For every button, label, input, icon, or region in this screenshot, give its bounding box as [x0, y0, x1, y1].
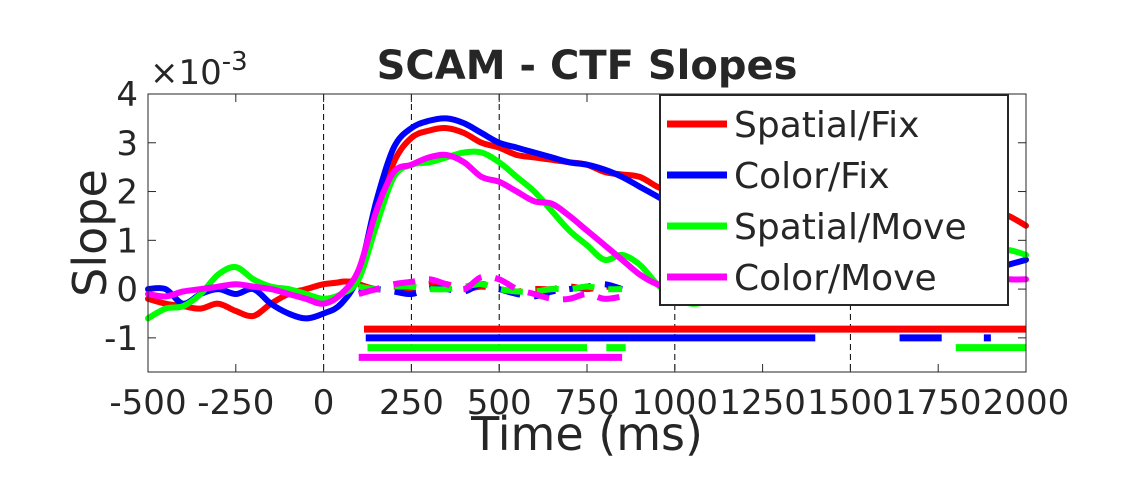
legend-label: Color/Move — [734, 258, 937, 299]
x-tick-label: 1000 — [632, 383, 719, 423]
x-tick-label: -250 — [197, 383, 274, 423]
y-axis-label: Slope — [63, 169, 117, 297]
chart-title: SCAM - CTF Slopes — [377, 43, 798, 89]
axis-tick-labels: -500 -250 0 250 500 750 1000 1250 1500 1750 2000 -1… — [104, 75, 1069, 423]
x-tick-label: 1750 — [895, 383, 982, 423]
x-tick-label: 250 — [379, 383, 444, 423]
legend: Spatial/Fix Color/Fix Spatial/Move Color/Mo… — [659, 94, 1009, 306]
x-tick-label: 1250 — [719, 383, 806, 423]
legend-label: Spatial/Fix — [734, 105, 919, 146]
y-tick-label: 1 — [116, 221, 138, 261]
x-axis-label: Time (ms) — [470, 407, 703, 461]
x-tick-label: 500 — [467, 383, 532, 423]
x-tick-label: -500 — [109, 383, 186, 423]
y-exponent-base: ×10 — [150, 53, 222, 93]
y-exponent-power: -3 — [222, 47, 248, 77]
legend-box — [659, 94, 1009, 306]
legend-label: Spatial/Move — [734, 207, 967, 248]
y-tick-label: 3 — [116, 124, 138, 164]
x-tick-label: 0 — [313, 383, 335, 423]
y-tick-label: 2 — [116, 173, 138, 213]
dashed-series-line — [357, 273, 623, 303]
y-tick-label: 0 — [116, 270, 138, 310]
legend-label: Color/Fix — [734, 156, 890, 197]
y-tick-label: -1 — [104, 319, 138, 359]
dashed-series-line — [358, 281, 623, 295]
y-exponent-label: ×10-3 — [150, 47, 248, 93]
x-tick-label: 1500 — [807, 383, 894, 423]
significance-bars — [358, 325, 1026, 361]
y-tick-label: 4 — [116, 75, 138, 115]
x-tick-label: 750 — [555, 383, 620, 423]
x-tick-label: 2000 — [983, 383, 1070, 423]
